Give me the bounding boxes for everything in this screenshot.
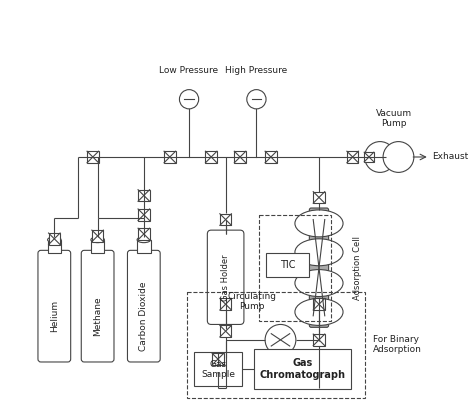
Circle shape bbox=[365, 141, 395, 172]
Ellipse shape bbox=[295, 239, 343, 266]
Circle shape bbox=[383, 141, 414, 172]
Bar bbox=[137, 240, 151, 253]
Polygon shape bbox=[212, 353, 224, 365]
Polygon shape bbox=[313, 298, 325, 310]
Polygon shape bbox=[164, 151, 175, 163]
Text: Methane: Methane bbox=[93, 296, 102, 336]
Text: Carbon Dioxide: Carbon Dioxide bbox=[139, 281, 148, 351]
Text: Gas Holder: Gas Holder bbox=[221, 254, 230, 301]
Circle shape bbox=[247, 89, 266, 109]
Ellipse shape bbox=[295, 210, 343, 237]
FancyBboxPatch shape bbox=[38, 250, 71, 362]
Polygon shape bbox=[313, 192, 325, 203]
FancyBboxPatch shape bbox=[128, 250, 160, 362]
Text: High Pressure: High Pressure bbox=[225, 66, 288, 75]
FancyBboxPatch shape bbox=[266, 253, 310, 277]
Circle shape bbox=[180, 89, 199, 109]
Text: Gas
Chromatograph: Gas Chromatograph bbox=[260, 358, 346, 379]
Polygon shape bbox=[220, 325, 231, 337]
Polygon shape bbox=[313, 334, 325, 346]
FancyBboxPatch shape bbox=[255, 349, 351, 389]
Bar bbox=[47, 240, 61, 253]
Polygon shape bbox=[220, 298, 231, 310]
Text: Gas
Sample: Gas Sample bbox=[201, 359, 235, 379]
Circle shape bbox=[265, 324, 296, 355]
Text: Exhaust: Exhaust bbox=[433, 153, 469, 161]
Polygon shape bbox=[364, 152, 374, 162]
Polygon shape bbox=[138, 190, 150, 201]
Text: Adsorption Cell: Adsorption Cell bbox=[353, 236, 362, 300]
Ellipse shape bbox=[295, 298, 343, 325]
Ellipse shape bbox=[295, 270, 343, 297]
Polygon shape bbox=[138, 228, 150, 240]
Ellipse shape bbox=[137, 237, 151, 243]
Text: TIC: TIC bbox=[280, 260, 295, 270]
Polygon shape bbox=[265, 151, 277, 163]
FancyBboxPatch shape bbox=[207, 230, 244, 324]
Ellipse shape bbox=[47, 237, 61, 243]
Polygon shape bbox=[48, 233, 60, 245]
FancyBboxPatch shape bbox=[310, 208, 328, 327]
Text: Circulating
Pump: Circulating Pump bbox=[227, 292, 276, 311]
Text: Helium: Helium bbox=[50, 300, 59, 332]
Ellipse shape bbox=[91, 237, 104, 243]
Polygon shape bbox=[205, 151, 217, 163]
Polygon shape bbox=[138, 209, 150, 220]
FancyBboxPatch shape bbox=[194, 352, 242, 386]
Text: For Binary
Adsorption: For Binary Adsorption bbox=[373, 335, 422, 354]
Text: Vacuum
Pump: Vacuum Pump bbox=[376, 109, 412, 128]
FancyBboxPatch shape bbox=[81, 250, 114, 362]
Polygon shape bbox=[234, 151, 246, 163]
Text: Low Pressure: Low Pressure bbox=[159, 66, 219, 75]
Bar bbox=[91, 240, 104, 253]
Polygon shape bbox=[347, 151, 358, 163]
Polygon shape bbox=[220, 214, 231, 225]
Polygon shape bbox=[92, 230, 103, 242]
Polygon shape bbox=[87, 151, 99, 163]
